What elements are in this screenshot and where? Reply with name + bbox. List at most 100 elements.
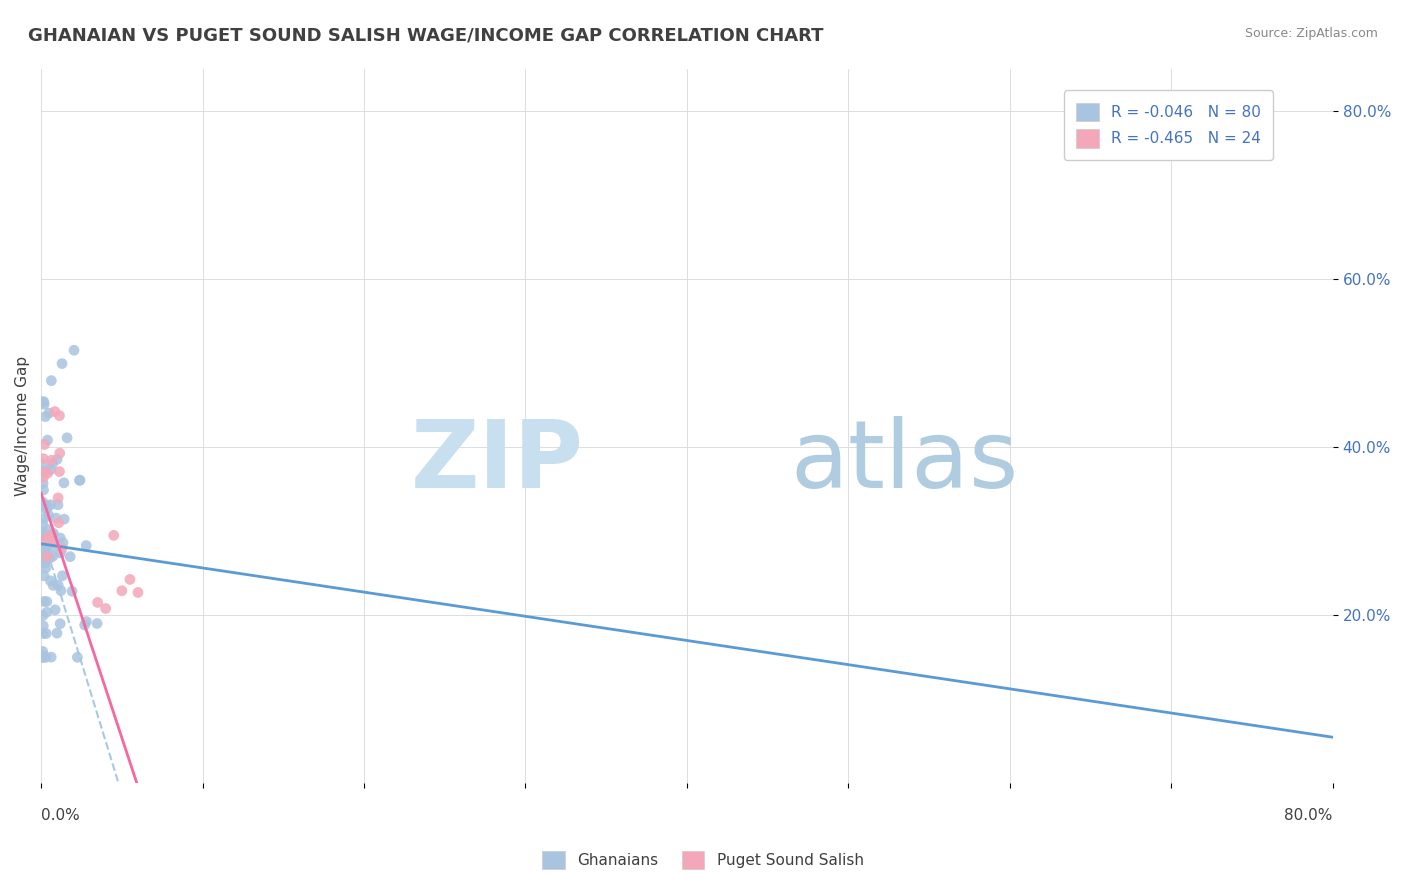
Point	[35, 605, 58, 619]
Point	[37, 549, 59, 564]
Point	[31, 524, 53, 539]
Point	[35, 541, 58, 556]
Point	[42, 528, 65, 542]
Point	[34, 437, 56, 451]
Point	[46, 452, 69, 467]
Point	[49, 546, 72, 560]
Point	[38, 533, 60, 548]
Legend: R = -0.046   N = 80, R = -0.465   N = 24: R = -0.046 N = 80, R = -0.465 N = 24	[1064, 90, 1274, 160]
Point	[45, 511, 67, 525]
Point	[118, 573, 141, 587]
Point	[34, 546, 56, 560]
Point	[48, 446, 70, 460]
Point	[39, 550, 62, 565]
Point	[32, 529, 55, 543]
Point	[31, 650, 53, 665]
Point	[37, 466, 59, 480]
Point	[41, 457, 63, 471]
Point	[35, 650, 58, 665]
Point	[86, 595, 108, 609]
Point	[42, 540, 65, 554]
Point	[31, 495, 53, 509]
Point	[32, 594, 55, 608]
Point	[32, 650, 55, 665]
Point	[46, 578, 69, 592]
Text: atlas: atlas	[790, 416, 1018, 508]
Point	[37, 523, 59, 537]
Point	[52, 536, 75, 550]
Point	[44, 603, 66, 617]
Text: 80.0%: 80.0%	[1285, 808, 1333, 823]
Point	[42, 549, 65, 564]
Point	[32, 394, 55, 409]
Point	[39, 498, 62, 512]
Point	[42, 535, 65, 549]
Point	[32, 568, 55, 582]
Point	[41, 453, 63, 467]
Point	[51, 541, 73, 556]
Point	[31, 395, 53, 409]
Point	[34, 409, 56, 424]
Point	[31, 541, 53, 556]
Point	[39, 650, 62, 665]
Point	[60, 584, 83, 599]
Point	[46, 491, 69, 505]
Point	[49, 531, 72, 545]
Point	[39, 574, 62, 588]
Y-axis label: Wage/Income Gap: Wage/Income Gap	[15, 356, 30, 496]
Point	[34, 466, 56, 480]
Point	[31, 608, 53, 623]
Point	[31, 457, 53, 471]
Point	[35, 594, 58, 608]
Text: 0.0%: 0.0%	[41, 808, 80, 823]
Point	[39, 463, 62, 477]
Point	[34, 556, 56, 570]
Point	[38, 529, 60, 543]
Point	[32, 619, 55, 633]
Point	[32, 451, 55, 466]
Point	[32, 511, 55, 525]
Point	[53, 512, 76, 526]
Point	[34, 464, 56, 478]
Point	[49, 616, 72, 631]
Point	[32, 476, 55, 491]
Point	[31, 533, 53, 548]
Point	[32, 470, 55, 484]
Point	[35, 561, 58, 575]
Text: Source: ZipAtlas.com: Source: ZipAtlas.com	[1244, 27, 1378, 40]
Point	[31, 517, 53, 532]
Point	[42, 578, 65, 592]
Point	[37, 501, 59, 516]
Point	[31, 648, 53, 663]
Point	[32, 397, 55, 411]
Point	[63, 343, 86, 358]
Point	[52, 475, 75, 490]
Point	[46, 626, 69, 640]
Point	[56, 431, 79, 445]
Point	[75, 539, 97, 553]
Point	[49, 583, 72, 598]
Legend: Ghanaians, Puget Sound Salish: Ghanaians, Puget Sound Salish	[536, 845, 870, 875]
Point	[32, 501, 55, 516]
Point	[127, 585, 149, 599]
Point	[48, 409, 70, 423]
Point	[44, 404, 66, 418]
Point	[59, 549, 82, 564]
Point	[41, 374, 63, 388]
Point	[31, 552, 53, 566]
Point	[51, 357, 73, 371]
Point	[69, 474, 91, 488]
Point	[103, 528, 125, 542]
Point	[75, 615, 97, 629]
Point	[66, 650, 89, 665]
Point	[34, 553, 56, 567]
Point	[35, 626, 58, 640]
Point	[32, 626, 55, 640]
Text: ZIP: ZIP	[411, 416, 583, 508]
Point	[31, 644, 53, 658]
Point	[86, 616, 108, 631]
Point	[48, 465, 70, 479]
Point	[51, 568, 73, 582]
Point	[32, 483, 55, 497]
Point	[48, 516, 70, 530]
